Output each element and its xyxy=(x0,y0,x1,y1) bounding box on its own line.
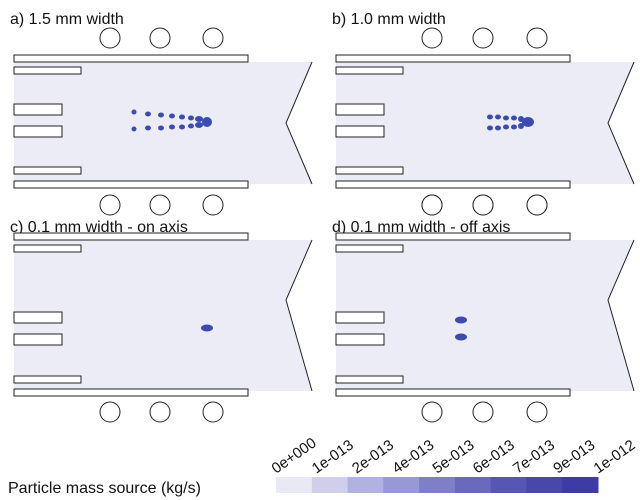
panel-a-label: a) 1.5 mm width xyxy=(10,11,124,28)
colorbar-swatch xyxy=(347,477,384,493)
colorbar-swatch xyxy=(454,477,492,493)
panel-d-electrodes-top xyxy=(421,194,548,216)
panel-d-plate xyxy=(335,333,385,346)
colorbar-tick-label: 1e-012 xyxy=(591,437,639,478)
panel-c-plate xyxy=(13,244,82,253)
electrode-circle xyxy=(472,401,494,423)
colorbar-swatches xyxy=(276,477,599,493)
colorbar-tick-label: 0e+000 xyxy=(269,434,320,477)
panel-d-outlet xyxy=(607,239,635,392)
panel-b-wall-top xyxy=(335,54,571,63)
panel-c-plate xyxy=(13,311,63,324)
panel-a-plate xyxy=(13,103,63,116)
panel-c-plate xyxy=(13,375,82,384)
panel-a-wall-bottom xyxy=(13,180,249,189)
colorbar-tick-label: 1e-013 xyxy=(309,437,357,478)
panel-b-plate xyxy=(335,66,404,75)
colorbar-swatch xyxy=(419,477,456,493)
panel-a: a) 1.5 mm width xyxy=(10,11,313,216)
electrode-circle xyxy=(149,401,171,423)
colorbar-tick-label: 2e-013 xyxy=(349,437,397,478)
colorbar-tick-label: 9e-013 xyxy=(550,437,598,478)
colorbar-tick-label: 7e-013 xyxy=(510,437,558,478)
panel-b-electrodes-top xyxy=(421,27,548,49)
panel-c: c) 0.1 mm width - on axis xyxy=(10,219,313,423)
panel-a-plate xyxy=(13,166,82,175)
electrode-circle xyxy=(421,194,443,216)
colorbar-swatch xyxy=(383,477,420,493)
electrode-circle xyxy=(526,194,548,216)
electrode-circle xyxy=(202,27,224,49)
panel-d-electrodes-bottom xyxy=(421,401,548,423)
colorbar-tick-label: 4e-013 xyxy=(389,437,437,478)
electrode-circle xyxy=(526,401,548,423)
panel-d-plate xyxy=(335,311,385,324)
electrode-circle xyxy=(472,27,494,49)
panel-c-wall-top xyxy=(13,232,249,241)
panel-a-domain xyxy=(14,62,312,184)
colorbar: Particle mass source (kg/s) 0e+0001e-013… xyxy=(8,434,639,497)
panel-b-wall-bottom xyxy=(335,180,571,189)
electrode-circle xyxy=(202,401,224,423)
electrode-circle xyxy=(99,194,121,216)
colorbar-swatch xyxy=(276,477,313,493)
panel-c-outlet xyxy=(285,239,313,392)
panel-a-outlet xyxy=(285,61,313,185)
panel-c-particles xyxy=(201,324,213,332)
panel-b-label: b) 1.0 mm width xyxy=(332,11,446,28)
panel-b-plate xyxy=(335,103,385,116)
panel-d-wall-top xyxy=(335,232,571,241)
panel-d-domain xyxy=(336,240,634,391)
panel-c-domain xyxy=(14,240,312,391)
electrode-circle xyxy=(526,27,548,49)
colorbar-tick-label: 6e-013 xyxy=(470,437,518,478)
electrode-circle xyxy=(99,401,121,423)
panel-a-plate xyxy=(13,125,63,138)
electrode-circle xyxy=(202,194,224,216)
electrode-circle xyxy=(421,27,443,49)
colorbar-swatch xyxy=(490,477,527,493)
panel-b-outlet xyxy=(607,61,635,185)
panel-c-plate xyxy=(13,333,63,346)
panel-a-electrodes-bottom xyxy=(99,194,224,216)
electrode-circle xyxy=(149,194,171,216)
panel-d-plate xyxy=(335,244,404,253)
colorbar-swatch xyxy=(562,477,599,493)
panel-d-wall-bottom xyxy=(335,388,571,397)
panel-b-domain xyxy=(336,62,634,184)
panel-c-label: c) 0.1 mm width - on axis xyxy=(10,219,188,236)
colorbar-ticks: 0e+0001e-0132e-0134e-0135e-0136e-0137e-0… xyxy=(269,434,639,477)
panel-b: b) 1.0 mm width xyxy=(332,11,635,216)
panel-a-plate xyxy=(13,66,82,75)
panel-a-electrodes-top xyxy=(99,27,224,49)
panel-a-wall-top xyxy=(13,54,249,63)
panel-d-particles xyxy=(455,316,467,341)
panel-b-plate xyxy=(335,125,385,138)
panel-b-particles xyxy=(487,114,534,131)
panel-d-plate xyxy=(335,375,404,384)
electrode-circle xyxy=(472,194,494,216)
panel-d: d) 0.1 mm width - off axis xyxy=(332,194,635,423)
panel-c-electrodes-bottom xyxy=(99,401,224,423)
panel-b-plate xyxy=(335,166,404,175)
panel-d-label: d) 0.1 mm width - off axis xyxy=(332,219,510,236)
panel-c-wall-bottom xyxy=(13,388,249,397)
panel-a-particles xyxy=(131,109,212,132)
colorbar-swatch xyxy=(311,477,349,493)
colorbar-tick-label: 5e-013 xyxy=(430,437,478,478)
electrode-circle xyxy=(149,27,171,49)
colorbar-title: Particle mass source (kg/s) xyxy=(8,480,201,497)
electrode-circle xyxy=(99,27,121,49)
electrode-circle xyxy=(421,401,443,423)
colorbar-swatch xyxy=(526,477,563,493)
